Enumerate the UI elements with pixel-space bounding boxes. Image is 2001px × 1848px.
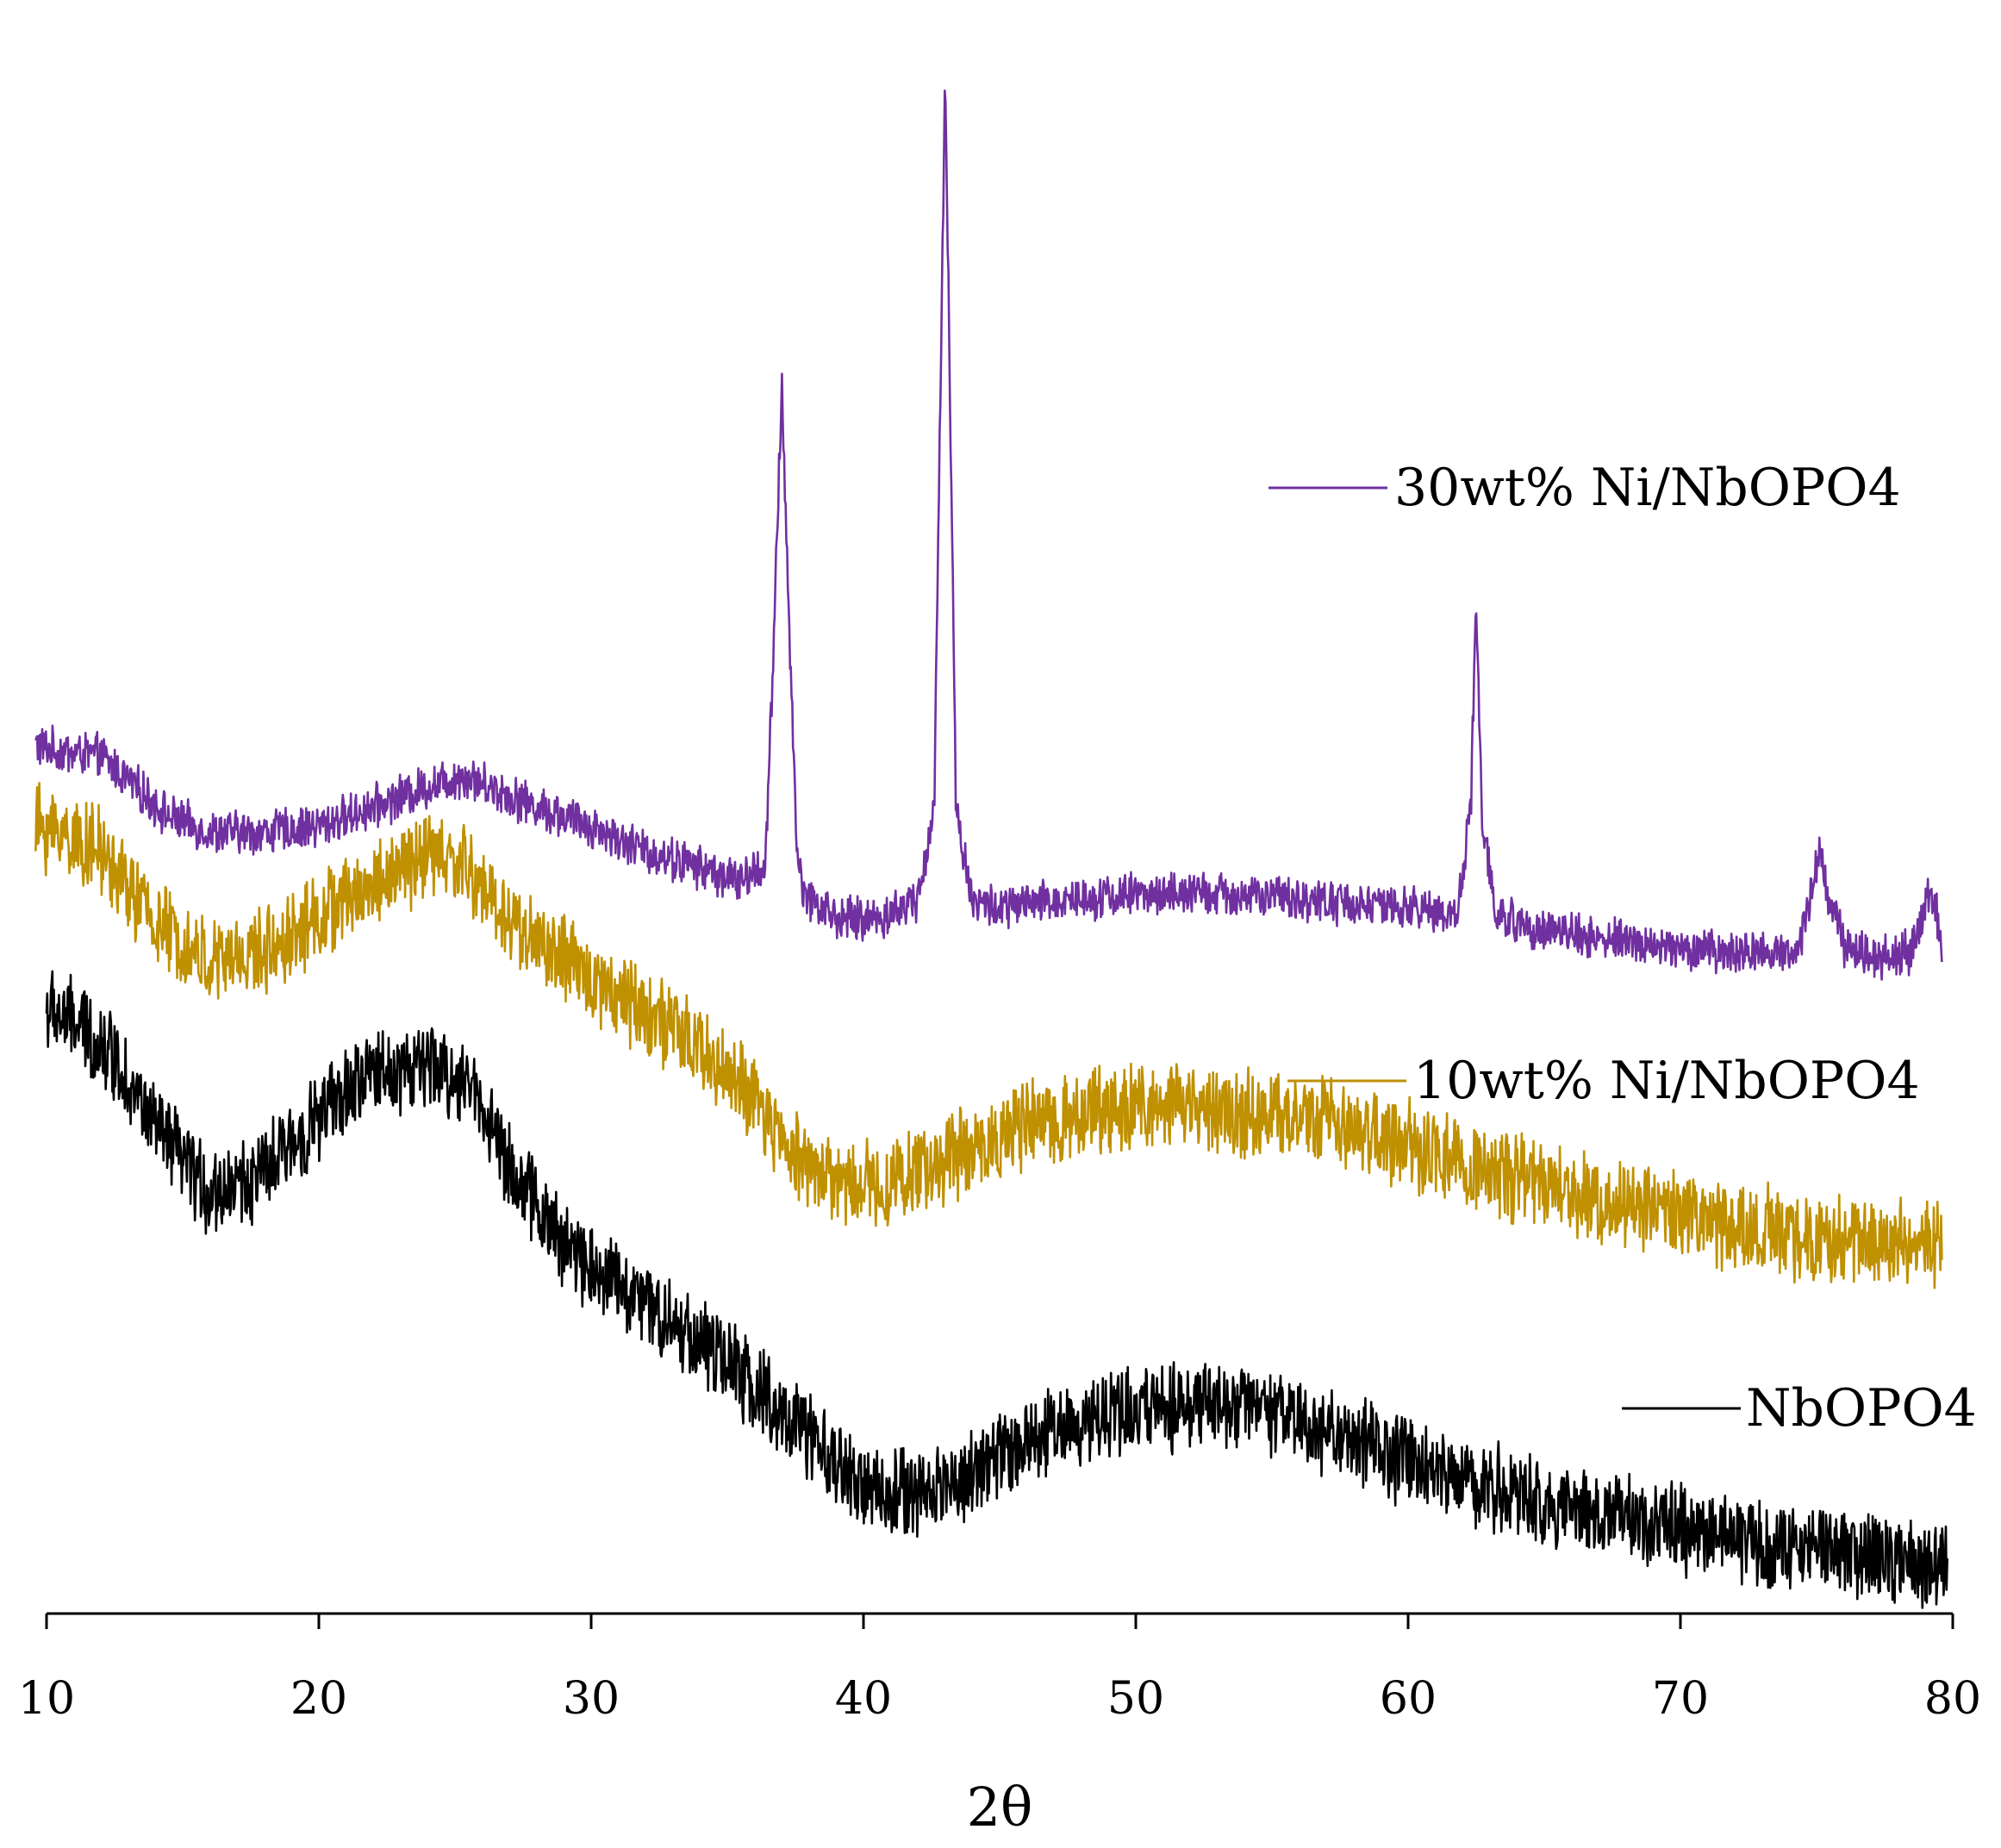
series-line-1 [34, 782, 1943, 1289]
series-layer [34, 89, 1948, 1609]
series-line-0 [34, 89, 1943, 981]
legend-label-10wt: 10wt% Ni/NbOPO4 [1413, 1051, 1920, 1111]
legend-entry-10wt: 10wt% Ni/NbOPO4 [1287, 1051, 1920, 1111]
x-tick-label: 60 [1380, 1673, 1437, 1725]
x-tick-label: 40 [835, 1673, 892, 1725]
x-tick-label: 10 [18, 1673, 75, 1725]
legend-label-nbopo4: NbOPO4 [1746, 1378, 1977, 1439]
legend-label-30wt: 30wt% Ni/NbOPO4 [1394, 458, 1901, 518]
series-line-2 [45, 970, 1948, 1609]
x-tick-label: 80 [1924, 1673, 1981, 1725]
legend-entry-nbopo4: NbOPO4 [1622, 1378, 1977, 1439]
x-tick-label: 20 [290, 1673, 347, 1725]
x-axis-ticks: 10 20 30 40 50 60 70 80 [18, 1614, 1981, 1725]
x-axis-title: 2θ [967, 1776, 1033, 1839]
legend-entry-30wt: 30wt% Ni/NbOPO4 [1269, 458, 1901, 518]
x-tick-label: 30 [563, 1673, 620, 1725]
x-tick-label: 70 [1652, 1673, 1709, 1725]
x-tick-label: 50 [1107, 1673, 1164, 1725]
